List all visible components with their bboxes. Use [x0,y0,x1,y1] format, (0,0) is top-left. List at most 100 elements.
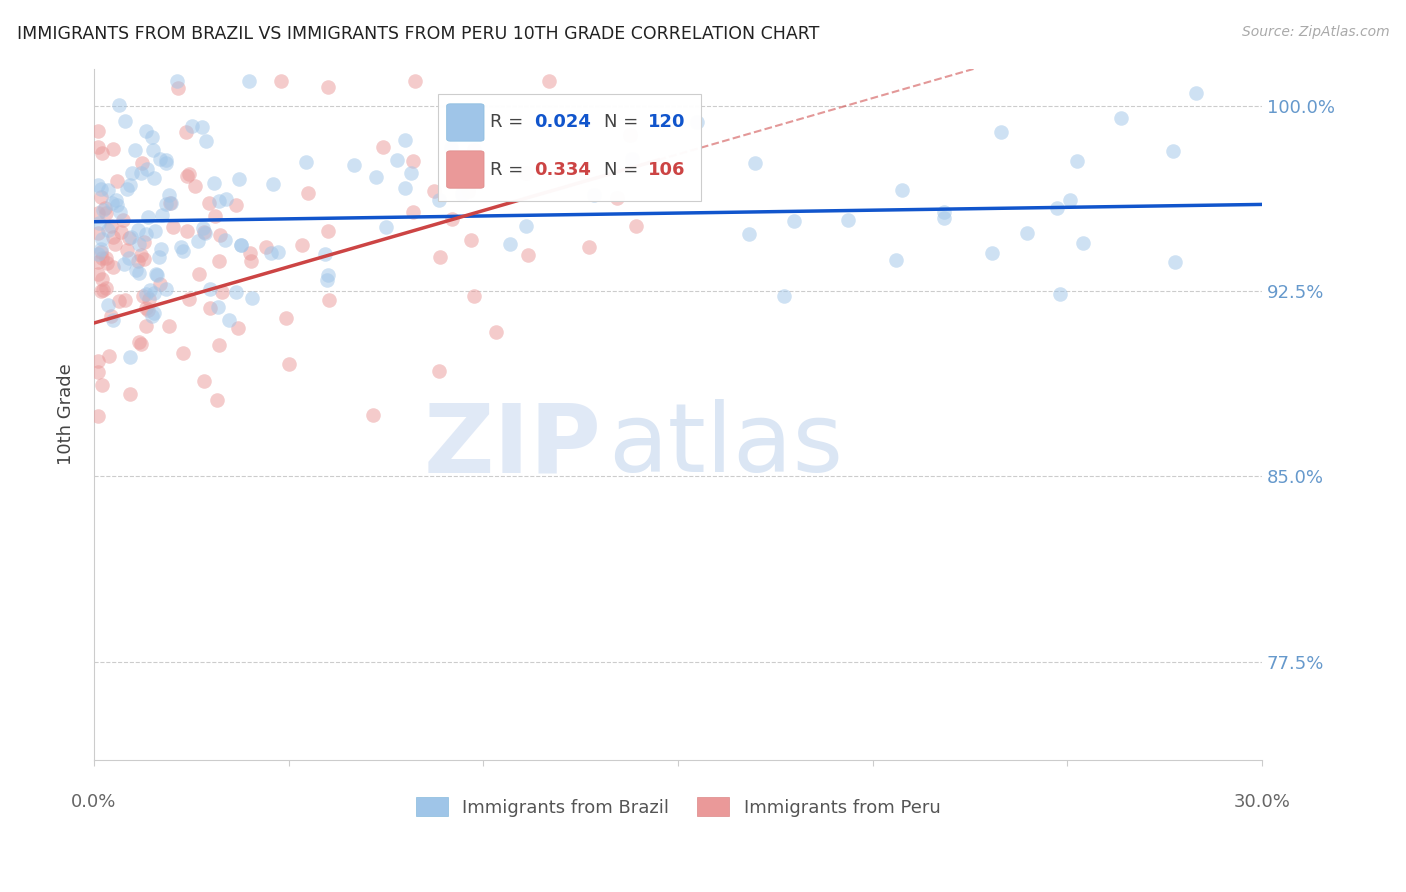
Point [208,227,231,242]
Point [190,120,212,134]
Point [96,251,118,265]
Point [204,209,226,223]
Point [194,226,217,240]
Point [225,285,247,299]
Point [136,303,159,318]
Point [100,219,122,233]
Point [170,239,193,253]
Point [316,224,339,238]
Point [1071,235,1094,250]
Point [89,216,111,230]
Point [620,152,643,166]
Point [198,301,221,315]
Point [155,196,177,211]
Point [101,142,124,156]
Point [686,115,709,129]
Point [94,201,117,215]
Point [773,289,796,303]
Point [176,224,198,238]
Point [314,247,336,261]
Point [484,325,506,339]
Point [373,140,395,154]
Point [132,288,155,302]
Point [129,337,152,351]
Point [193,221,215,235]
Point [187,268,209,282]
Point [738,227,761,242]
Point [228,172,250,186]
Point [180,119,202,133]
Point [515,219,537,234]
Point [112,257,135,271]
Point [129,248,152,262]
Point [366,169,388,184]
Point [619,128,641,142]
Point [207,300,229,314]
Point [363,408,385,422]
Point [239,253,262,268]
Point [1046,202,1069,216]
Point [87,226,110,240]
Point [101,230,124,244]
Text: 120: 120 [648,113,685,131]
Point [100,309,122,323]
Point [87,255,110,269]
Point [90,145,112,160]
Point [1161,144,1184,158]
Point [198,282,221,296]
Point [440,141,463,155]
Point [932,211,955,225]
Point [1111,111,1133,125]
Point [266,244,288,259]
Point [423,184,446,198]
Point [1164,255,1187,269]
Point [260,246,283,260]
Point [1049,287,1071,301]
Point [91,283,114,297]
Point [155,282,177,296]
Point [87,365,110,379]
Point [87,267,110,281]
Point [118,350,141,364]
Point [142,285,165,300]
FancyBboxPatch shape [439,95,702,202]
Point [114,114,136,128]
Text: Source: ZipAtlas.com: Source: ZipAtlas.com [1241,25,1389,39]
Point [1017,226,1039,240]
Point [167,81,190,95]
Point [91,377,114,392]
Point [316,80,339,95]
Point [98,349,121,363]
Point [402,154,425,169]
Point [157,319,180,334]
Point [1059,194,1081,208]
Point [136,162,159,177]
Point [114,293,136,308]
FancyBboxPatch shape [447,151,484,188]
Point [141,130,163,145]
Point [215,192,238,206]
Point [139,283,162,297]
Point [274,311,297,326]
Point [427,364,450,378]
Point [101,260,124,274]
Point [94,206,117,220]
Point [404,74,426,88]
Point [90,182,112,196]
Point [891,183,914,197]
Point [115,244,138,258]
Point [105,193,128,207]
Point [517,247,540,261]
Point [172,345,194,359]
Point [499,236,522,251]
Point [87,124,110,138]
Point [187,234,209,248]
Point [457,184,479,198]
Point [87,178,110,192]
Point [90,242,112,256]
Point [157,188,180,202]
Point [254,240,277,254]
Point [90,284,112,298]
Point [134,235,156,249]
Point [100,195,122,210]
